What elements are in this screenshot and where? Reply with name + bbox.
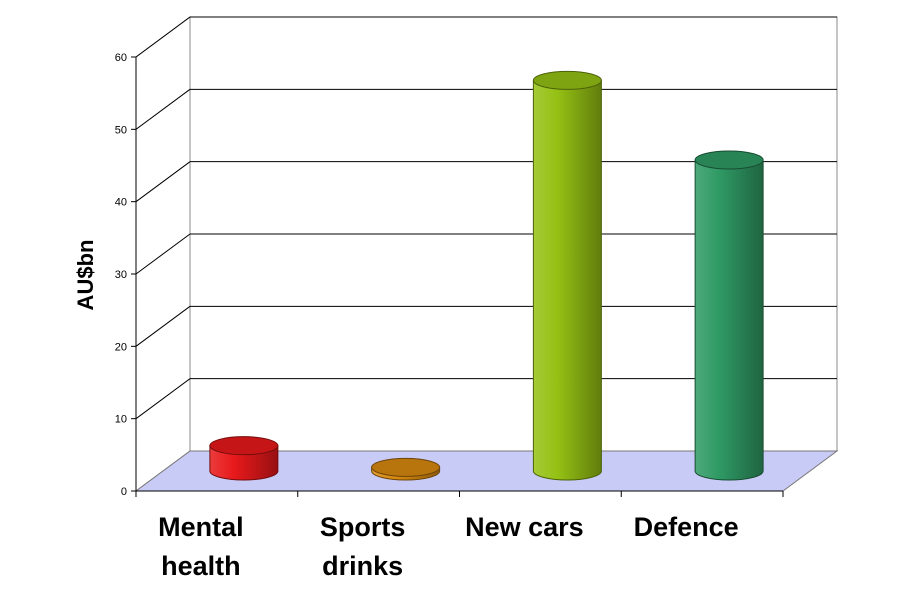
bar-body [209, 445, 279, 481]
bar-mental-health [209, 436, 279, 481]
gridline-side [135, 88, 191, 130]
bar-defence [694, 150, 764, 481]
y-tick-label: 0 [121, 486, 127, 498]
bar-top [694, 150, 764, 170]
x-tick-label: Mental health [158, 512, 244, 581]
y-tick-label: 30 [115, 269, 127, 281]
y-tick-label: 20 [115, 341, 127, 353]
bar-top [532, 70, 602, 90]
y-tick-label: 10 [115, 414, 127, 426]
gridline-side [135, 233, 191, 275]
y-tick-label: 60 [115, 52, 127, 64]
x-tick-label: Defence [634, 512, 739, 542]
y-tick-label: 40 [115, 197, 127, 209]
gridline-side [135, 305, 191, 347]
y-axis-title: AU$bn [73, 240, 98, 311]
gridline-side [135, 161, 191, 203]
y-axis-ticks: 0 10 20 30 40 50 60 [115, 52, 136, 498]
bars [209, 70, 764, 481]
bar-top [209, 436, 279, 456]
y-tick-label: 50 [115, 124, 127, 136]
bar-body [532, 79, 602, 481]
bar-new-cars [532, 70, 602, 481]
x-axis-labels: Mental health Sports drinks New cars Defence [158, 512, 739, 581]
gridline-side [135, 378, 191, 420]
x-tick-label: Sports drinks [320, 512, 406, 581]
bar-top [371, 457, 441, 477]
x-tick-label: New cars [465, 512, 584, 542]
gridline-side [135, 16, 191, 58]
bar-sports-drinks [371, 457, 441, 481]
bar-body [694, 159, 764, 481]
